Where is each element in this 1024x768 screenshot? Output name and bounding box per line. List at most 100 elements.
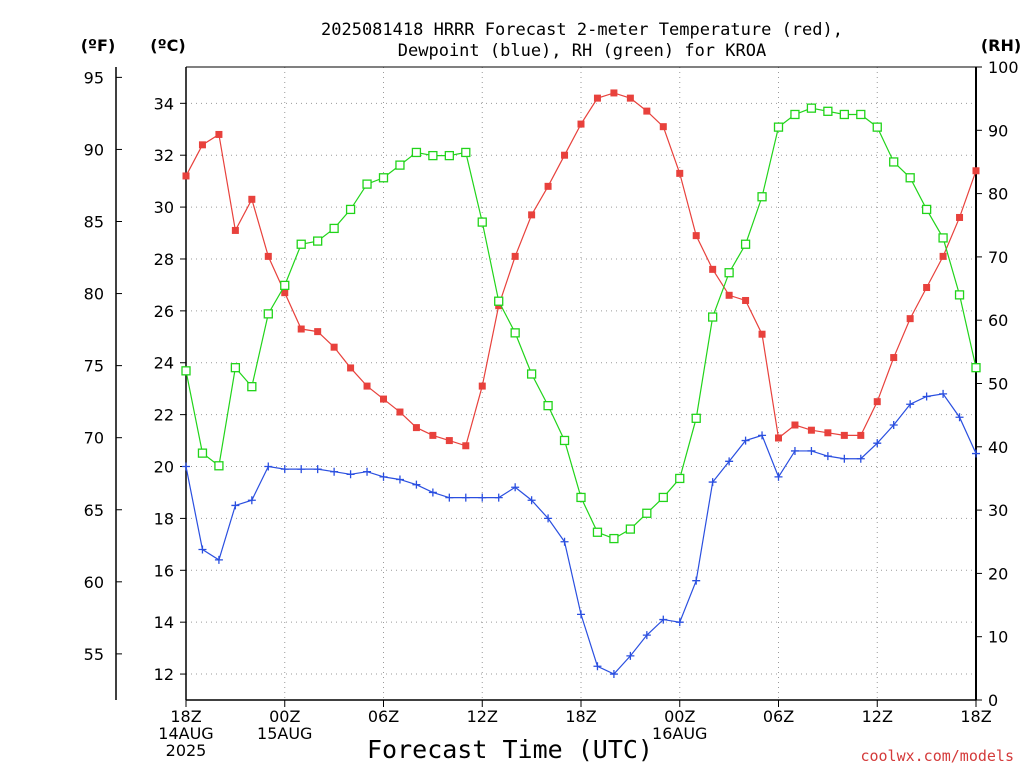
data-point-dewpoint — [856, 454, 865, 463]
celsius-tick-label: 32 — [154, 146, 174, 165]
data-point-dewpoint — [823, 452, 832, 461]
rh-tick-label: 10 — [988, 628, 1008, 647]
fahrenheit-tick-label: 90 — [84, 140, 104, 159]
data-point-rh — [313, 236, 323, 246]
celsius-tick-label: 22 — [154, 406, 174, 425]
data-point-temperature — [857, 431, 865, 439]
data-point-rh — [609, 533, 619, 544]
data-point-dewpoint — [593, 662, 602, 671]
data-point-dewpoint — [906, 400, 915, 409]
data-point-dewpoint — [330, 467, 339, 476]
data-point-temperature — [626, 94, 634, 102]
data-point-temperature — [824, 429, 832, 437]
data-point-dewpoint — [741, 436, 750, 445]
data-point-temperature — [462, 442, 470, 450]
data-point-rh — [740, 239, 751, 249]
data-point-temperature — [758, 330, 766, 338]
data-point-dewpoint — [494, 493, 503, 502]
rh-tick-label: 100 — [988, 58, 1019, 77]
celsius-tick-label: 26 — [154, 302, 174, 321]
data-point-temperature — [198, 141, 206, 149]
celsius-tick-label: 14 — [154, 613, 174, 632]
chart-title: 2025081418 HRRR Forecast 2-meter Tempera… — [321, 20, 843, 61]
data-point-dewpoint — [379, 472, 388, 481]
series-dewpoint — [182, 389, 980, 679]
data-point-rh — [329, 223, 339, 234]
celsius-tick-label: 12 — [154, 665, 174, 684]
data-point-dewpoint — [955, 413, 964, 422]
x-tick-label-line: 18Z — [960, 707, 991, 726]
data-point-dewpoint — [231, 501, 240, 510]
data-point-dewpoint — [889, 421, 898, 430]
data-point-temperature — [807, 426, 815, 434]
data-point-temperature — [643, 107, 651, 115]
data-point-temperature — [939, 252, 947, 260]
data-point-dewpoint — [478, 493, 487, 502]
data-point-rh — [526, 369, 537, 379]
x-tick-label: 06Z — [763, 707, 794, 726]
data-point-temperature — [478, 382, 486, 390]
data-point-rh — [543, 401, 553, 411]
data-point-rh — [477, 217, 487, 227]
data-point-temperature — [610, 89, 618, 97]
data-point-rh — [378, 173, 389, 183]
data-point-rh — [773, 122, 784, 132]
fahrenheit-tick-label: 70 — [84, 429, 104, 448]
data-point-dewpoint — [609, 670, 618, 679]
data-point-temperature — [906, 315, 914, 323]
data-point-rh — [428, 150, 438, 161]
data-point-dewpoint — [313, 465, 322, 474]
x-tick-label: 18Z — [565, 707, 596, 726]
x-tick-label: 12Z — [467, 707, 498, 726]
data-point-rh — [230, 363, 241, 373]
x-tick-label-line: 00Z — [664, 707, 695, 726]
data-point-rh — [296, 239, 306, 249]
data-point-temperature — [561, 151, 569, 159]
data-series — [181, 89, 981, 679]
fahrenheit-tick-label: 75 — [84, 357, 104, 376]
data-point-temperature — [314, 328, 322, 336]
data-point-temperature — [248, 195, 256, 203]
data-point-dewpoint — [363, 467, 372, 476]
data-point-dewpoint — [972, 449, 980, 458]
data-point-dewpoint — [198, 545, 207, 554]
celsius-tick-label: 30 — [154, 198, 174, 217]
data-point-temperature — [182, 172, 190, 180]
celsius-tick-label: 20 — [154, 458, 174, 477]
data-point-dewpoint — [790, 446, 799, 455]
rh-tick-label: 40 — [988, 438, 1008, 457]
rh-tick-label: 90 — [988, 121, 1008, 140]
data-point-rh — [872, 122, 882, 132]
data-point-dewpoint — [659, 615, 668, 624]
data-point-rh — [823, 106, 833, 116]
data-point-temperature — [396, 408, 404, 416]
data-point-rh — [444, 150, 454, 161]
data-point-temperature — [347, 364, 355, 372]
x-tick-label-line: 06Z — [763, 707, 794, 726]
data-point-dewpoint — [412, 480, 421, 489]
data-point-dewpoint — [395, 475, 404, 484]
data-point-rh — [510, 328, 520, 338]
fahrenheit-unit-label: (ºF) — [81, 36, 116, 55]
data-point-temperature — [429, 431, 437, 439]
chart-title-line-2: Dewpoint (blue), RH (green) for KROA — [398, 41, 766, 61]
data-point-dewpoint — [708, 478, 717, 487]
data-point-temperature — [840, 431, 848, 439]
fahrenheit-tick-label: 60 — [84, 573, 104, 592]
x-tick-label-line: 2025 — [166, 741, 207, 760]
data-point-temperature — [231, 226, 239, 234]
data-point-rh — [181, 366, 191, 376]
data-point-dewpoint — [922, 392, 931, 401]
data-point-temperature — [511, 252, 519, 260]
data-point-temperature — [725, 291, 733, 299]
data-point-temperature — [281, 289, 289, 297]
data-point-rh — [921, 204, 932, 215]
data-point-dewpoint — [560, 537, 569, 546]
x-tick-label: 00Z 16AUG — [652, 707, 707, 743]
x-tick-label: 18Z 14AUG 2025 — [158, 707, 213, 760]
celsius-tick-label: 18 — [154, 509, 174, 528]
data-point-rh — [592, 527, 603, 537]
axes: 12 14 16 18 20 22 24 26 28 30 32 34 55 60 65 70 75 80 85 90… — [84, 58, 1019, 760]
data-point-dewpoint — [675, 618, 684, 627]
x-tick-label-line: 18Z — [565, 707, 596, 726]
